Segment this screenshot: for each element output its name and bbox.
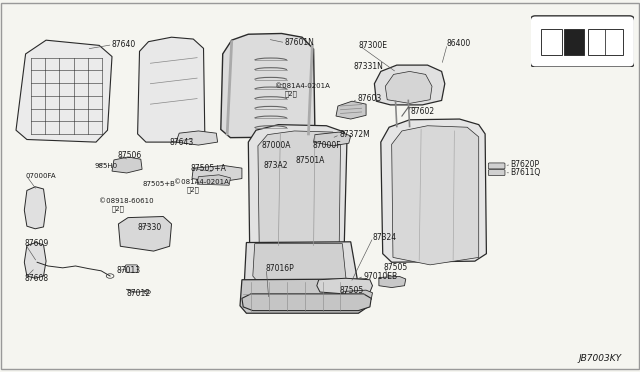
Polygon shape xyxy=(240,279,366,313)
Polygon shape xyxy=(336,101,366,119)
FancyBboxPatch shape xyxy=(125,265,138,272)
Polygon shape xyxy=(317,278,372,294)
Polygon shape xyxy=(138,37,205,142)
Polygon shape xyxy=(314,132,351,146)
Polygon shape xyxy=(192,166,242,182)
Bar xyxy=(588,29,623,55)
Polygon shape xyxy=(385,71,432,103)
Text: 87506: 87506 xyxy=(117,151,141,160)
Text: 87602: 87602 xyxy=(411,107,435,116)
Polygon shape xyxy=(379,276,406,288)
Text: 87013: 87013 xyxy=(116,266,141,275)
Text: B7611Q: B7611Q xyxy=(511,169,541,177)
Text: 87012: 87012 xyxy=(127,289,151,298)
Text: 86400: 86400 xyxy=(447,39,471,48)
Polygon shape xyxy=(118,217,172,251)
Text: 87609: 87609 xyxy=(24,239,49,248)
Polygon shape xyxy=(258,131,340,248)
Polygon shape xyxy=(244,242,358,296)
Text: 97010EB: 97010EB xyxy=(364,272,397,280)
Polygon shape xyxy=(253,244,347,290)
Text: 87608: 87608 xyxy=(24,274,49,283)
Text: ©081A4-0201A: ©081A4-0201A xyxy=(174,179,229,185)
Text: JB7003KY: JB7003KY xyxy=(579,354,622,363)
Polygon shape xyxy=(346,290,372,301)
Text: 87505: 87505 xyxy=(384,263,408,272)
Polygon shape xyxy=(24,243,46,278)
Text: 87505+B: 87505+B xyxy=(142,181,175,187)
Text: 87331N: 87331N xyxy=(354,62,384,71)
Text: 873A2: 873A2 xyxy=(264,161,288,170)
Text: 87372M: 87372M xyxy=(339,130,370,139)
Text: 07000FA: 07000FA xyxy=(26,173,56,179)
Polygon shape xyxy=(374,65,445,105)
Text: 87505+A: 87505+A xyxy=(191,164,227,173)
FancyBboxPatch shape xyxy=(488,163,505,169)
Polygon shape xyxy=(221,33,315,138)
Text: 87643: 87643 xyxy=(170,138,194,147)
Text: 87000A: 87000A xyxy=(261,141,291,150)
Bar xyxy=(541,29,562,55)
Text: 985H0: 985H0 xyxy=(95,163,118,169)
Text: 87300E: 87300E xyxy=(358,41,387,50)
Polygon shape xyxy=(176,131,218,145)
Polygon shape xyxy=(16,40,112,142)
Polygon shape xyxy=(24,187,46,229)
Polygon shape xyxy=(248,125,347,250)
Polygon shape xyxy=(392,126,479,265)
Polygon shape xyxy=(112,157,142,173)
FancyBboxPatch shape xyxy=(488,170,505,176)
Text: 87505: 87505 xyxy=(339,286,364,295)
Polygon shape xyxy=(242,294,371,311)
Text: （2）: （2） xyxy=(112,205,125,212)
FancyBboxPatch shape xyxy=(530,16,635,67)
Bar xyxy=(564,29,584,55)
Text: （2）: （2） xyxy=(187,186,200,193)
Polygon shape xyxy=(197,175,230,185)
Text: 87603: 87603 xyxy=(357,94,381,103)
Text: ©08918-60610: ©08918-60610 xyxy=(99,198,154,204)
Text: 87501A: 87501A xyxy=(296,156,325,165)
Text: ©081A4-0201A: ©081A4-0201A xyxy=(275,83,330,89)
Text: 87640: 87640 xyxy=(112,40,136,49)
Text: B7620P: B7620P xyxy=(511,160,540,169)
Text: （2）: （2） xyxy=(285,90,298,97)
Polygon shape xyxy=(381,119,486,262)
Text: 87330: 87330 xyxy=(138,223,162,232)
Text: 87000F: 87000F xyxy=(312,141,341,150)
Text: 87016P: 87016P xyxy=(266,264,294,273)
Text: 87324: 87324 xyxy=(372,233,397,242)
Text: 87601N: 87601N xyxy=(285,38,315,47)
